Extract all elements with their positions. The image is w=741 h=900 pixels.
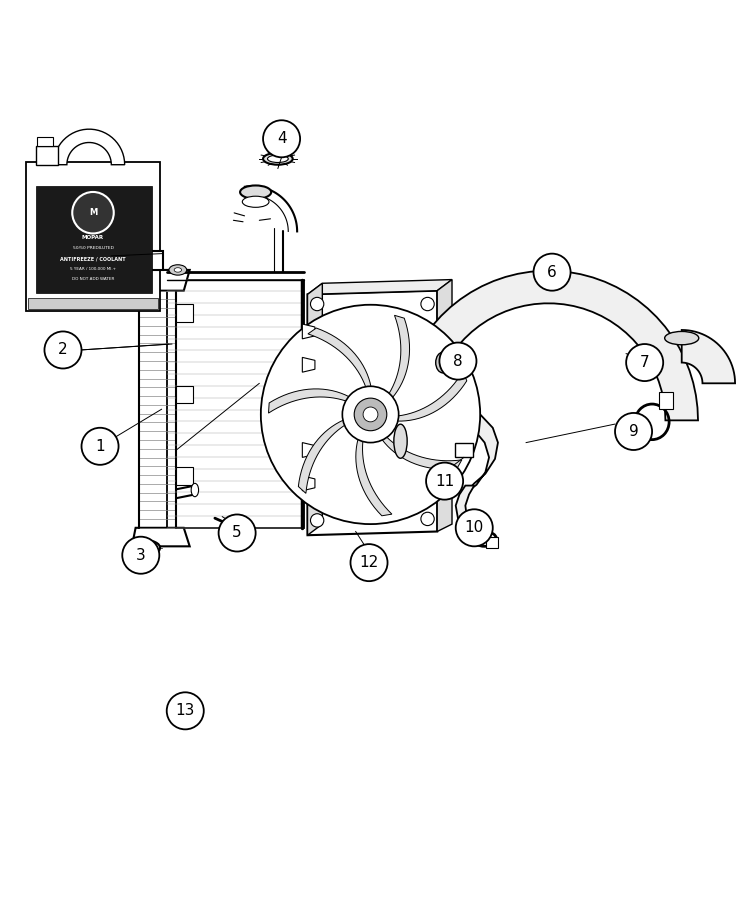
Polygon shape [456,486,489,543]
Polygon shape [308,280,452,294]
Text: 50/50 PREDILUTED: 50/50 PREDILUTED [73,246,113,250]
Polygon shape [132,527,190,546]
Circle shape [219,515,256,552]
Ellipse shape [665,331,699,345]
Circle shape [426,463,463,500]
Polygon shape [132,270,190,291]
FancyBboxPatch shape [145,251,163,270]
Ellipse shape [240,185,271,199]
Text: DO NOT ADD WATER: DO NOT ADD WATER [72,277,114,281]
Circle shape [263,121,300,158]
Circle shape [363,407,378,422]
Ellipse shape [436,352,451,373]
Circle shape [534,254,571,291]
Polygon shape [167,280,304,527]
Text: ANTIFREEZE / COOLANT: ANTIFREEZE / COOLANT [60,256,126,261]
Text: 13: 13 [176,703,195,718]
Polygon shape [176,304,193,322]
Polygon shape [399,271,698,444]
Ellipse shape [133,540,160,555]
Polygon shape [451,397,498,493]
Ellipse shape [242,196,269,207]
Polygon shape [356,430,392,516]
Polygon shape [384,315,410,404]
Circle shape [456,509,493,546]
Circle shape [167,692,204,729]
Circle shape [350,544,388,581]
Text: 9: 9 [628,424,639,439]
Polygon shape [437,280,452,532]
Polygon shape [308,284,322,536]
Circle shape [310,297,324,310]
Circle shape [73,192,114,233]
Text: 5: 5 [233,526,242,541]
Text: 2: 2 [59,343,67,357]
Text: 7: 7 [640,356,649,370]
FancyBboxPatch shape [36,146,58,165]
Polygon shape [302,324,315,339]
Polygon shape [377,430,462,470]
Text: 3: 3 [136,548,146,562]
Polygon shape [302,357,315,373]
Circle shape [310,514,324,527]
Circle shape [82,428,119,464]
Text: 11: 11 [435,473,454,489]
Circle shape [122,536,159,573]
Ellipse shape [191,483,199,497]
Text: 8: 8 [453,354,462,369]
Ellipse shape [393,424,407,458]
FancyBboxPatch shape [36,186,152,292]
Text: 12: 12 [359,555,379,570]
Circle shape [421,512,434,526]
Text: MOPAR: MOPAR [82,235,104,239]
Ellipse shape [139,544,155,553]
Circle shape [421,297,434,310]
Circle shape [626,344,663,381]
Polygon shape [302,443,315,457]
Ellipse shape [263,153,293,165]
Ellipse shape [169,265,187,275]
FancyBboxPatch shape [26,163,160,311]
Text: 5 YEAR / 100,000 MI.+: 5 YEAR / 100,000 MI.+ [70,267,116,272]
Polygon shape [53,130,124,165]
Text: 4: 4 [277,131,286,147]
Polygon shape [308,291,437,536]
Ellipse shape [268,155,288,163]
Ellipse shape [241,528,253,537]
Polygon shape [268,389,357,413]
Circle shape [615,413,652,450]
Polygon shape [682,330,735,383]
Circle shape [439,343,476,380]
Polygon shape [176,385,193,403]
FancyBboxPatch shape [486,537,498,548]
Polygon shape [308,328,372,396]
Text: 1: 1 [96,439,104,454]
FancyBboxPatch shape [659,392,673,409]
Circle shape [261,305,480,524]
Polygon shape [455,443,473,457]
Text: M: M [89,208,97,217]
Polygon shape [299,417,353,493]
Circle shape [342,386,399,443]
Polygon shape [302,476,315,491]
Circle shape [44,331,82,368]
Ellipse shape [174,267,182,272]
FancyBboxPatch shape [37,138,53,146]
Text: 10: 10 [465,520,484,536]
Text: 6: 6 [547,265,557,280]
FancyBboxPatch shape [28,298,158,310]
Polygon shape [388,372,467,421]
Circle shape [354,398,387,431]
Polygon shape [176,467,193,485]
